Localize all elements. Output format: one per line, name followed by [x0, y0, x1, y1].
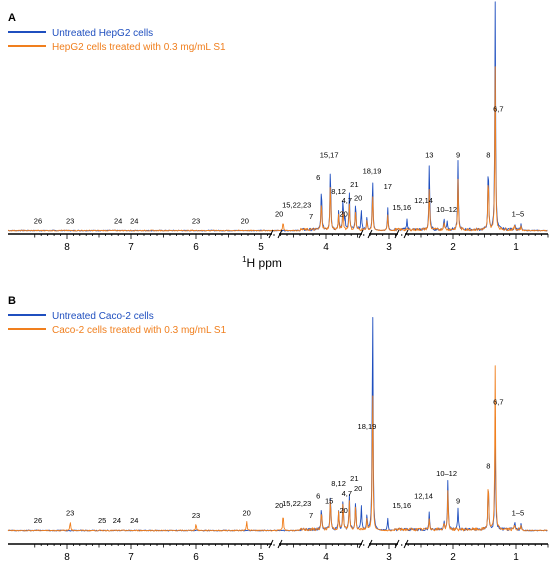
x-tick-label: 1 [513, 552, 519, 563]
x-tick-label: 5 [258, 242, 264, 253]
axis-break [268, 539, 274, 549]
peak-annotation: 24 [130, 516, 138, 525]
peak-annotation: 26 [34, 216, 42, 225]
axis-break [358, 229, 364, 239]
peak-annotation: 15 [325, 496, 333, 505]
peak-annotation: 24 [114, 216, 122, 225]
peak-annotation: 15,22,23 [282, 499, 311, 508]
peak-annotation: 6,7 [493, 105, 503, 114]
peak-annotation: 18,19 [358, 422, 377, 431]
peak-annotation: 24 [130, 216, 138, 225]
x-tick-label: 2 [450, 242, 456, 253]
peak-annotation: 1–5 [512, 210, 525, 219]
peak-annotation: 15,17 [320, 150, 339, 159]
x-tick-label: 4 [323, 552, 329, 563]
x-axis-label-text: H ppm [247, 256, 282, 270]
legend-label: Untreated Caco-2 cells [52, 311, 154, 322]
x-tick-label: 6 [193, 552, 199, 563]
x-tick-label: 7 [128, 552, 134, 563]
x-tick-label: 5 [258, 552, 264, 563]
peak-annotation: 8,12 [331, 187, 346, 196]
peak-annotation: 23 [192, 216, 200, 225]
peak-annotation: 1–5 [512, 509, 525, 518]
peak-annotation: 20 [241, 216, 249, 225]
peak-annotation: 8 [486, 150, 490, 159]
peak-annotation: 20 [354, 194, 362, 203]
peak-annotation: 8,12 [331, 479, 346, 488]
peak-annotation: 12,14 [414, 491, 433, 500]
peak-annotation: 6 [316, 173, 320, 182]
x-tick-label: 3 [386, 552, 392, 563]
legend-label: HepG2 cells treated with 0.3 mg/mL S1 [52, 42, 226, 53]
peak-annotation: 15,16 [392, 501, 411, 510]
peak-annotation: 10–12 [436, 469, 457, 478]
axis-break [277, 229, 283, 239]
peak-annotation: 7 [309, 212, 313, 221]
x-tick-label: 1 [513, 242, 519, 253]
peak-annotation: 6 [316, 491, 320, 500]
x-tick-label: 2 [450, 552, 456, 563]
peak-annotation: 4,7 [342, 196, 352, 205]
peak-annotation: 10–12 [436, 205, 457, 214]
peak-annotation: 20 [275, 501, 283, 510]
peak-annotation: 23 [192, 511, 200, 520]
peak-annotation: 13 [425, 150, 433, 159]
peak-annotation: 24 [113, 516, 121, 525]
legend-label: Untreated HepG2 cells [52, 28, 153, 39]
panel-b: B Untreated Caco-2 cells Caco-2 cells trea… [7, 295, 549, 563]
axis-break [268, 229, 274, 239]
peak-annotation: 21 [350, 474, 358, 483]
peak-annotation: 26 [34, 516, 42, 525]
peak-annotation: 7 [309, 511, 313, 520]
axis-break [403, 539, 409, 549]
axis-break [277, 539, 283, 549]
panel-a: A Untreated HepG2 cells HepG2 cells treate… [7, 1, 549, 270]
axis-break [394, 229, 400, 239]
peak-annotation: 20 [339, 210, 347, 219]
x-tick-label: 3 [386, 242, 392, 253]
axis-break [358, 539, 364, 549]
x-axis-label-sup: 1 [242, 255, 247, 264]
x-tick-label: 8 [64, 552, 70, 563]
peak-annotation: 21 [350, 180, 358, 189]
panel-label: B [8, 295, 16, 307]
x-tick-label: 6 [193, 242, 199, 253]
series-line-treated [7, 365, 548, 532]
peak-annotation: 6,7 [493, 398, 503, 407]
axis-break [403, 229, 409, 239]
series-line-untreated [7, 317, 548, 532]
peak-annotation: 17 [384, 182, 392, 191]
series-line-treated [7, 66, 548, 232]
peak-annotation: 9 [456, 150, 460, 159]
peak-annotation: 18,19 [363, 166, 382, 175]
peak-annotation: 4,7 [342, 489, 352, 498]
peak-annotation: 20 [243, 509, 251, 518]
peak-annotation: 20 [339, 506, 347, 515]
x-tick-label: 8 [64, 242, 70, 253]
peak-annotation: 12,14 [414, 196, 433, 205]
peak-annotation: 20 [354, 484, 362, 493]
legend-label: Caco-2 cells treated with 0.3 mg/mL S1 [52, 325, 227, 336]
peak-annotation: 20 [275, 210, 283, 219]
peak-annotation: 25 [98, 516, 106, 525]
x-axis-label: 1H ppm [242, 255, 282, 270]
peak-annotation: 15,22,23 [282, 200, 311, 209]
panel-label: A [8, 12, 16, 24]
axis-break [394, 539, 400, 549]
x-tick-label: 4 [323, 242, 329, 253]
x-tick-label: 7 [128, 242, 134, 253]
peak-annotation: 23 [66, 509, 74, 518]
peak-annotation: 15,16 [392, 203, 411, 212]
peak-annotation: 8 [486, 462, 490, 471]
peak-annotation: 23 [66, 216, 74, 225]
peak-annotation: 9 [456, 496, 460, 505]
